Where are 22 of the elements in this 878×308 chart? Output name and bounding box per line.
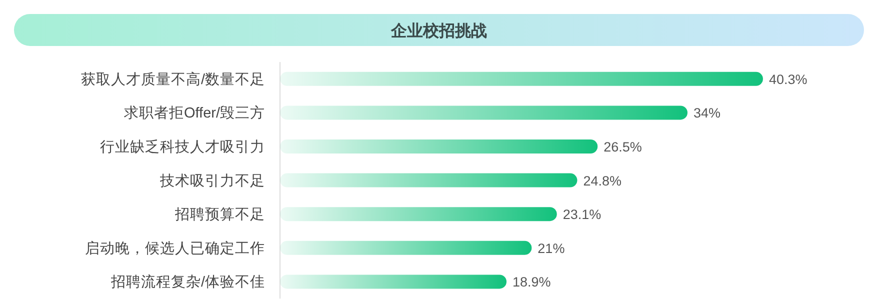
y-tick-label: 求职者拒Offer/毁三方 — [124, 104, 265, 122]
y-tick-label: 招聘流程复杂/体验不佳 — [110, 274, 265, 291]
data-label: 23.1% — [562, 207, 602, 222]
bar — [280, 173, 578, 188]
data-label: 26.5% — [604, 140, 642, 154]
y-tick-label: 启动晚，候选人已确定工作 — [85, 240, 265, 257]
y-tick-label: 招聘预算不足 — [174, 206, 265, 224]
data-label: 40.3% — [769, 72, 808, 87]
y-tick-label: 行业缺乏科技人才吸引力 — [100, 138, 265, 156]
bar — [280, 106, 688, 120]
data-label: 34% — [693, 106, 721, 121]
y-tick-label: 技术吸引力不足 — [159, 172, 265, 190]
bar — [280, 140, 598, 154]
bar — [280, 274, 507, 289]
chart-title: 企业校招挑战 — [390, 22, 487, 40]
bar — [280, 207, 557, 222]
bar — [280, 72, 763, 86]
bar — [280, 240, 532, 255]
y-tick-label: 获取人才质量不高/数量不足 — [80, 70, 265, 88]
data-label: 21% — [538, 240, 565, 256]
data-label: 18.9% — [512, 274, 551, 290]
data-label: 24.8% — [583, 173, 622, 188]
